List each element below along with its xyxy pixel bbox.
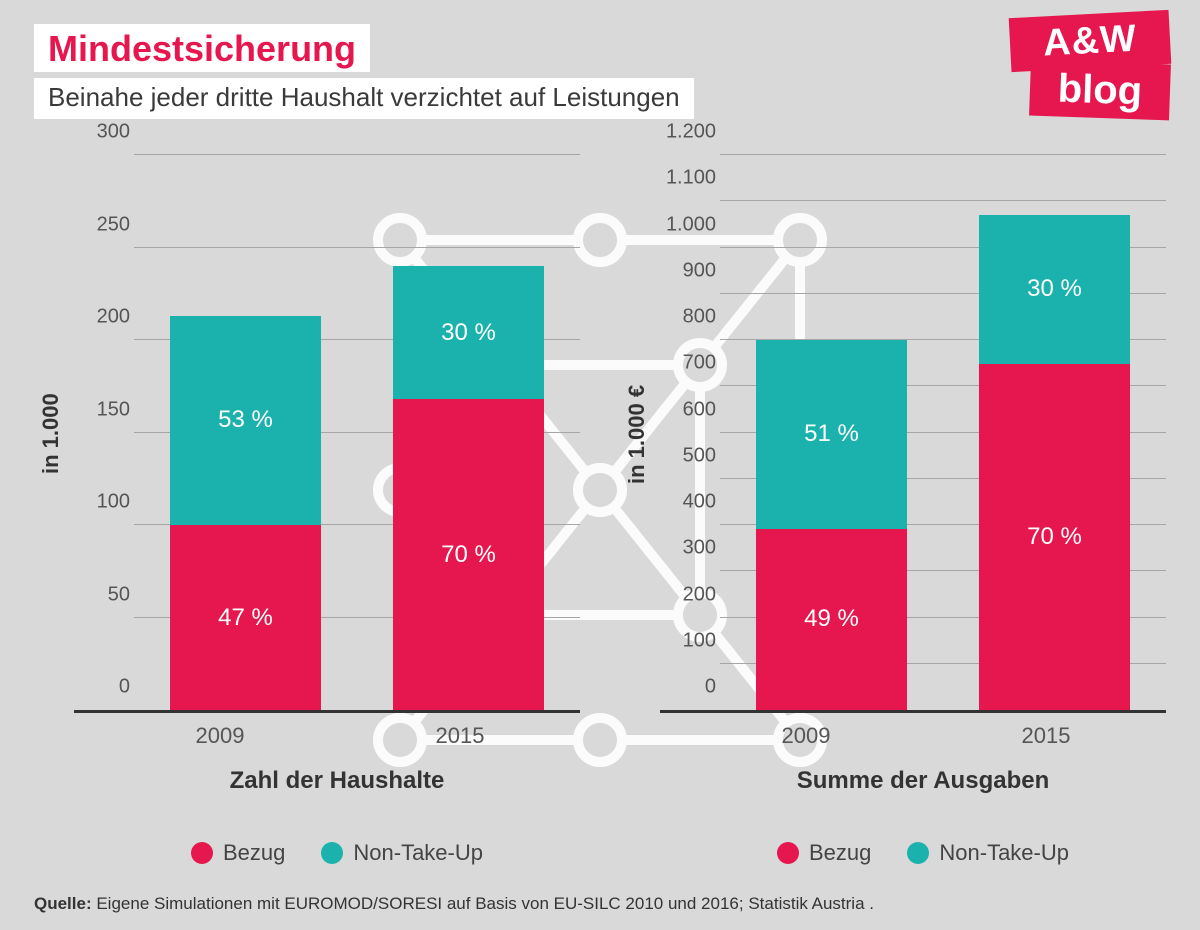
x-tick-label: 2009 <box>686 723 926 749</box>
bar: 47 %53 % <box>170 155 322 710</box>
bar: 70 %30 % <box>979 155 1131 710</box>
y-tick-label: 600 <box>660 398 716 421</box>
legend-bullet-icon <box>321 842 343 864</box>
bars-area: 47 %53 % 70 %30 % <box>134 155 580 710</box>
x-tick-label: 2015 <box>926 723 1166 749</box>
source-footer: Quelle: Eigene Simulationen mit EUROMOD/… <box>34 894 874 914</box>
bars-area: 49 %51 % 70 %30 % <box>720 155 1166 710</box>
y-tick-label: 50 <box>74 583 130 606</box>
bar-segment-non_take_up: 53 % <box>170 316 322 525</box>
legend: Bezug Non-Take-Up <box>620 840 1166 866</box>
title-box: Mindestsicherung <box>34 24 370 72</box>
x-labels: 20092015 <box>34 723 580 749</box>
legend-bullet-icon <box>777 842 799 864</box>
y-tick-label: 1.200 <box>660 121 716 144</box>
bar: 70 %30 % <box>393 155 545 710</box>
legend-bullet-icon <box>907 842 929 864</box>
y-tick-label: 250 <box>74 213 130 236</box>
bar-segment-non_take_up: 30 % <box>979 215 1131 363</box>
legend-label: Bezug <box>223 840 285 866</box>
bar-segment-non_take_up: 30 % <box>393 266 545 399</box>
y-axis-label: in 1.000 <box>34 155 68 713</box>
x-tick-label: 2015 <box>340 723 580 749</box>
y-tick-label: 300 <box>74 121 130 144</box>
footer-text: Eigene Simulationen mit EUROMOD/SORESI a… <box>92 894 874 913</box>
y-tick-label: 0 <box>660 676 716 699</box>
chart-x-title: Summe der Ausgaben <box>620 767 1166 795</box>
legend-item-bezug: Bezug <box>191 840 285 866</box>
y-tick-label: 800 <box>660 306 716 329</box>
bar-segment-non_take_up: 51 % <box>756 340 908 529</box>
y-axis-label: in 1.000 € <box>620 155 654 713</box>
y-tick-label: 400 <box>660 491 716 514</box>
charts-container: in 1.00005010015020025030047 %53 %70 %30… <box>34 155 1166 795</box>
legend-item-non_take_up: Non-Take-Up <box>907 840 1069 866</box>
x-labels: 20092015 <box>620 723 1166 749</box>
bar-segment-bezug: 70 % <box>979 364 1131 710</box>
legend: Bezug Non-Take-Up <box>34 840 580 866</box>
logo-bottom-text: blog <box>1029 60 1171 121</box>
legends-row: Bezug Non-Take-Up Bezug Non-Take-Up <box>34 840 1166 866</box>
plot-area: 01002003004005006007008009001.0001.1001.… <box>660 155 1166 713</box>
y-tick-label: 200 <box>74 306 130 329</box>
y-tick-label: 100 <box>74 491 130 514</box>
bar-segment-bezug: 49 % <box>756 529 908 710</box>
page-title: Mindestsicherung <box>48 28 356 70</box>
y-tick-label: 200 <box>660 583 716 606</box>
footer-prefix: Quelle: <box>34 894 92 913</box>
y-tick-label: 900 <box>660 259 716 282</box>
plot-area: 05010015020025030047 %53 %70 %30 % <box>74 155 580 713</box>
subtitle-box: Beinahe jeder dritte Haushalt verzichtet… <box>34 78 694 119</box>
y-tick-label: 150 <box>74 398 130 421</box>
y-tick-label: 500 <box>660 444 716 467</box>
header: Mindestsicherung Beinahe jeder dritte Ha… <box>34 24 694 119</box>
y-tick-label: 300 <box>660 537 716 560</box>
y-tick-label: 700 <box>660 352 716 375</box>
y-tick-label: 100 <box>660 629 716 652</box>
y-tick-label: 1.100 <box>660 167 716 190</box>
legend-label: Bezug <box>809 840 871 866</box>
chart-x-title: Zahl der Haushalte <box>34 767 580 795</box>
legend-item-non_take_up: Non-Take-Up <box>321 840 483 866</box>
chart-expenditure: in 1.000 € 0 100 200 300 400 500 600 700 800 900 1.… <box>620 155 1166 795</box>
bar: 49 %51 % <box>756 155 908 710</box>
y-tick-label: 1.000 <box>660 213 716 236</box>
legend-bullet-icon <box>191 842 213 864</box>
legend-item-bezug: Bezug <box>777 840 871 866</box>
bar-segment-bezug: 70 % <box>393 399 545 710</box>
brand-logo: A&W blog <box>1010 14 1180 124</box>
y-tick-label: 0 <box>74 676 130 699</box>
legend-label: Non-Take-Up <box>939 840 1069 866</box>
page-subtitle: Beinahe jeder dritte Haushalt verzichtet… <box>48 82 680 113</box>
chart-households: in 1.00005010015020025030047 %53 %70 %30… <box>34 155 580 795</box>
legend-label: Non-Take-Up <box>353 840 483 866</box>
bar-segment-bezug: 47 % <box>170 525 322 710</box>
x-tick-label: 2009 <box>100 723 340 749</box>
